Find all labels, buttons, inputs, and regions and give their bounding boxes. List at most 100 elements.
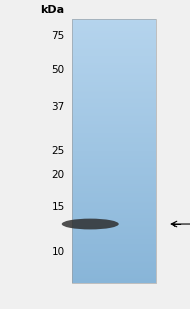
Bar bbox=[72, 159, 156, 160]
Text: kDa: kDa bbox=[40, 6, 65, 15]
Bar bbox=[72, 50, 156, 51]
Bar bbox=[72, 102, 156, 103]
Bar bbox=[72, 33, 156, 34]
Bar bbox=[72, 162, 156, 163]
Bar bbox=[72, 239, 156, 240]
Bar bbox=[72, 264, 156, 265]
Text: 37: 37 bbox=[51, 102, 65, 112]
Bar bbox=[72, 104, 156, 105]
Bar bbox=[72, 73, 156, 74]
Bar bbox=[72, 121, 156, 122]
Bar bbox=[72, 117, 156, 118]
Bar bbox=[72, 166, 156, 167]
Bar bbox=[72, 96, 156, 97]
Bar bbox=[72, 167, 156, 168]
Bar bbox=[72, 232, 156, 233]
Bar bbox=[72, 267, 156, 268]
Bar bbox=[72, 156, 156, 157]
Bar bbox=[72, 160, 156, 161]
Bar bbox=[72, 105, 156, 106]
Bar bbox=[72, 185, 156, 186]
Bar bbox=[72, 249, 156, 250]
Bar bbox=[72, 123, 156, 124]
Bar bbox=[72, 276, 156, 277]
Bar bbox=[72, 178, 156, 179]
Bar bbox=[72, 158, 156, 159]
Bar bbox=[72, 109, 156, 110]
Bar bbox=[72, 154, 156, 155]
Bar bbox=[72, 34, 156, 35]
Bar bbox=[72, 229, 156, 230]
Bar bbox=[72, 177, 156, 178]
Bar bbox=[72, 155, 156, 156]
Bar bbox=[72, 279, 156, 280]
Bar bbox=[72, 113, 156, 114]
Bar bbox=[72, 212, 156, 213]
Bar bbox=[72, 255, 156, 256]
Bar bbox=[72, 258, 156, 259]
Bar bbox=[72, 92, 156, 93]
Bar bbox=[72, 244, 156, 245]
Bar bbox=[72, 215, 156, 216]
Bar bbox=[72, 217, 156, 218]
Bar bbox=[72, 100, 156, 101]
Bar bbox=[72, 203, 156, 204]
Bar bbox=[72, 101, 156, 102]
Bar bbox=[72, 238, 156, 239]
Bar bbox=[72, 230, 156, 231]
Bar bbox=[72, 242, 156, 243]
Bar bbox=[72, 138, 156, 139]
Bar bbox=[72, 257, 156, 258]
Bar bbox=[72, 54, 156, 55]
Bar bbox=[72, 61, 156, 62]
Bar bbox=[72, 241, 156, 242]
Bar bbox=[72, 181, 156, 182]
Bar bbox=[72, 137, 156, 138]
Bar bbox=[72, 106, 156, 107]
Bar bbox=[72, 149, 156, 150]
Bar bbox=[72, 253, 156, 254]
Bar bbox=[72, 260, 156, 261]
Bar bbox=[72, 152, 156, 153]
Bar bbox=[72, 247, 156, 248]
Bar bbox=[72, 112, 156, 113]
Bar bbox=[72, 119, 156, 120]
Bar bbox=[72, 271, 156, 272]
Bar bbox=[72, 31, 156, 32]
Bar bbox=[72, 193, 156, 194]
Bar bbox=[72, 145, 156, 146]
Bar bbox=[72, 90, 156, 91]
Bar bbox=[72, 48, 156, 49]
Bar bbox=[72, 165, 156, 166]
Bar bbox=[72, 218, 156, 219]
Bar bbox=[72, 270, 156, 271]
Bar bbox=[72, 157, 156, 158]
Bar bbox=[72, 195, 156, 196]
Bar bbox=[72, 222, 156, 223]
Bar bbox=[72, 26, 156, 27]
Bar bbox=[72, 216, 156, 217]
Bar bbox=[72, 176, 156, 177]
Bar bbox=[72, 38, 156, 39]
Bar bbox=[72, 205, 156, 206]
Bar bbox=[72, 114, 156, 115]
Bar bbox=[72, 53, 156, 54]
Bar bbox=[72, 173, 156, 174]
Bar bbox=[72, 135, 156, 136]
Bar bbox=[72, 179, 156, 180]
Bar bbox=[72, 131, 156, 132]
Bar bbox=[72, 29, 156, 30]
Bar bbox=[72, 88, 156, 89]
Bar bbox=[72, 122, 156, 123]
Bar bbox=[72, 80, 156, 81]
Bar bbox=[72, 265, 156, 266]
Bar bbox=[72, 130, 156, 131]
Text: 10: 10 bbox=[51, 247, 65, 257]
Bar bbox=[72, 153, 156, 154]
Bar bbox=[72, 277, 156, 278]
Bar bbox=[72, 40, 156, 41]
Bar bbox=[72, 196, 156, 197]
Bar bbox=[72, 180, 156, 181]
Bar bbox=[72, 163, 156, 164]
Bar bbox=[72, 262, 156, 263]
